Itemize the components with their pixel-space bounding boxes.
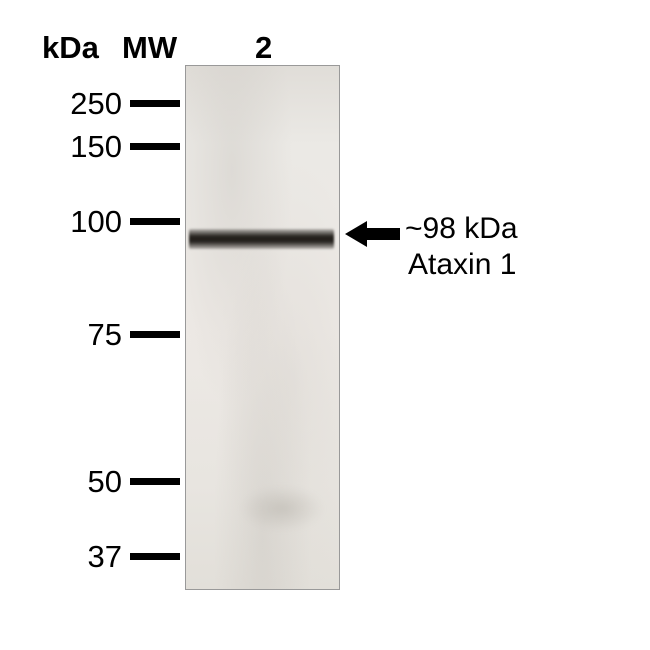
mw-50: 50 (88, 464, 122, 500)
tick-75 (130, 331, 180, 338)
band-arrow (345, 219, 400, 254)
tick-100 (130, 218, 180, 225)
band-annotation-line2: Ataxin 1 (408, 248, 516, 282)
mw-37: 37 (88, 539, 122, 575)
mw-75: 75 (88, 317, 122, 353)
kda-header: kDa (42, 30, 99, 66)
mw-100: 100 (70, 204, 122, 240)
band-annotation-line1: ~98 kDa (405, 212, 518, 246)
tick-250 (130, 100, 180, 107)
western-blot-lane (185, 65, 340, 590)
western-blot-figure: kDa MW 2 250 150 100 75 50 37 ~98 k (0, 0, 650, 650)
tick-150 (130, 143, 180, 150)
mw-150: 150 (70, 129, 122, 165)
mw-header: MW (122, 30, 177, 66)
ataxin-1-band (189, 229, 334, 249)
background-smudge (240, 486, 324, 531)
tick-37 (130, 553, 180, 560)
tick-50 (130, 478, 180, 485)
lane-2-header: 2 (255, 30, 272, 66)
mw-250: 250 (70, 86, 122, 122)
